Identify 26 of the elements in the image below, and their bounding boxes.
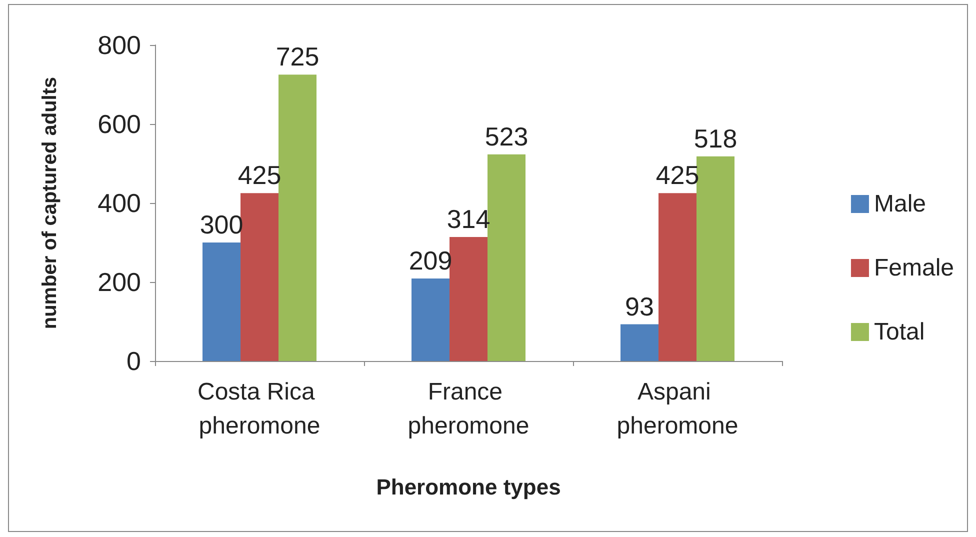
bar — [412, 278, 450, 361]
y-tick-label: 400 — [98, 188, 141, 218]
y-tick-label: 600 — [98, 109, 141, 139]
bar — [202, 242, 240, 361]
bar — [620, 324, 658, 361]
legend-label: Male — [874, 190, 926, 218]
data-label: 725 — [276, 42, 320, 72]
data-label: 518 — [694, 123, 738, 154]
x-tick-label: Costa Rica pheromone — [197, 378, 322, 440]
y-tick-label: 800 — [98, 30, 141, 60]
y-tick-label: 200 — [98, 267, 141, 297]
y-tick-label: 0 — [126, 346, 141, 376]
bar — [658, 193, 696, 361]
legend-label: Female — [874, 254, 954, 282]
bar — [278, 74, 316, 361]
bar — [488, 154, 526, 361]
bar — [696, 156, 734, 361]
bar — [240, 193, 278, 361]
x-axis-title: Pheromone types — [376, 474, 561, 500]
legend-label: Total — [874, 318, 925, 346]
data-label: 523 — [484, 121, 528, 152]
y-axis-title: number of captured adults — [39, 76, 61, 330]
data-label: 93 — [625, 291, 654, 322]
x-tick-label: France pheromone — [408, 378, 530, 440]
x-tick-label: Aspani pheromone — [616, 378, 738, 440]
bar — [450, 236, 488, 361]
